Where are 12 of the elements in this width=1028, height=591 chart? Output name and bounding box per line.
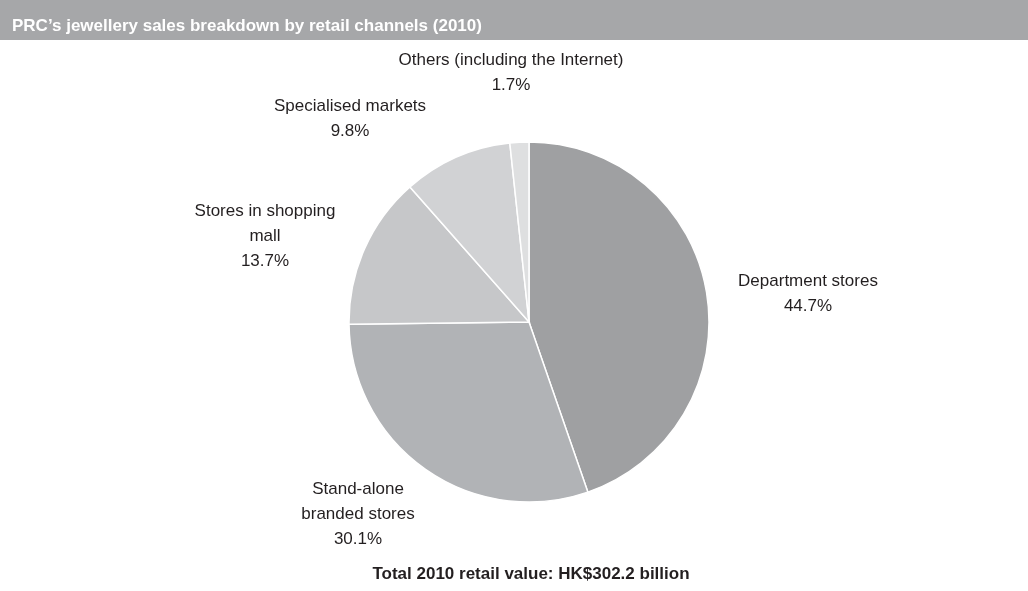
slice-label: Others (including the Internet) (398, 49, 624, 69)
data-label: 30.1% (333, 528, 383, 548)
data-label: 9.8% (330, 120, 370, 140)
slice-label: Department stores (738, 270, 878, 290)
slice-label: Stores in shopping mall (194, 200, 336, 245)
text: Total 2010 retail value: HK$302.2 billion (372, 563, 690, 583)
chart-title: PRC’s jewellery sales breakdown by retail channels (2010) (12, 15, 482, 35)
data-label: 1.7% (491, 74, 531, 94)
data-label: 13.7% (240, 250, 290, 270)
data-label: 44.7% (783, 295, 833, 315)
slice-label: Stand-alone branded stores (301, 478, 415, 523)
slice-label: Specialised markets (273, 95, 427, 115)
